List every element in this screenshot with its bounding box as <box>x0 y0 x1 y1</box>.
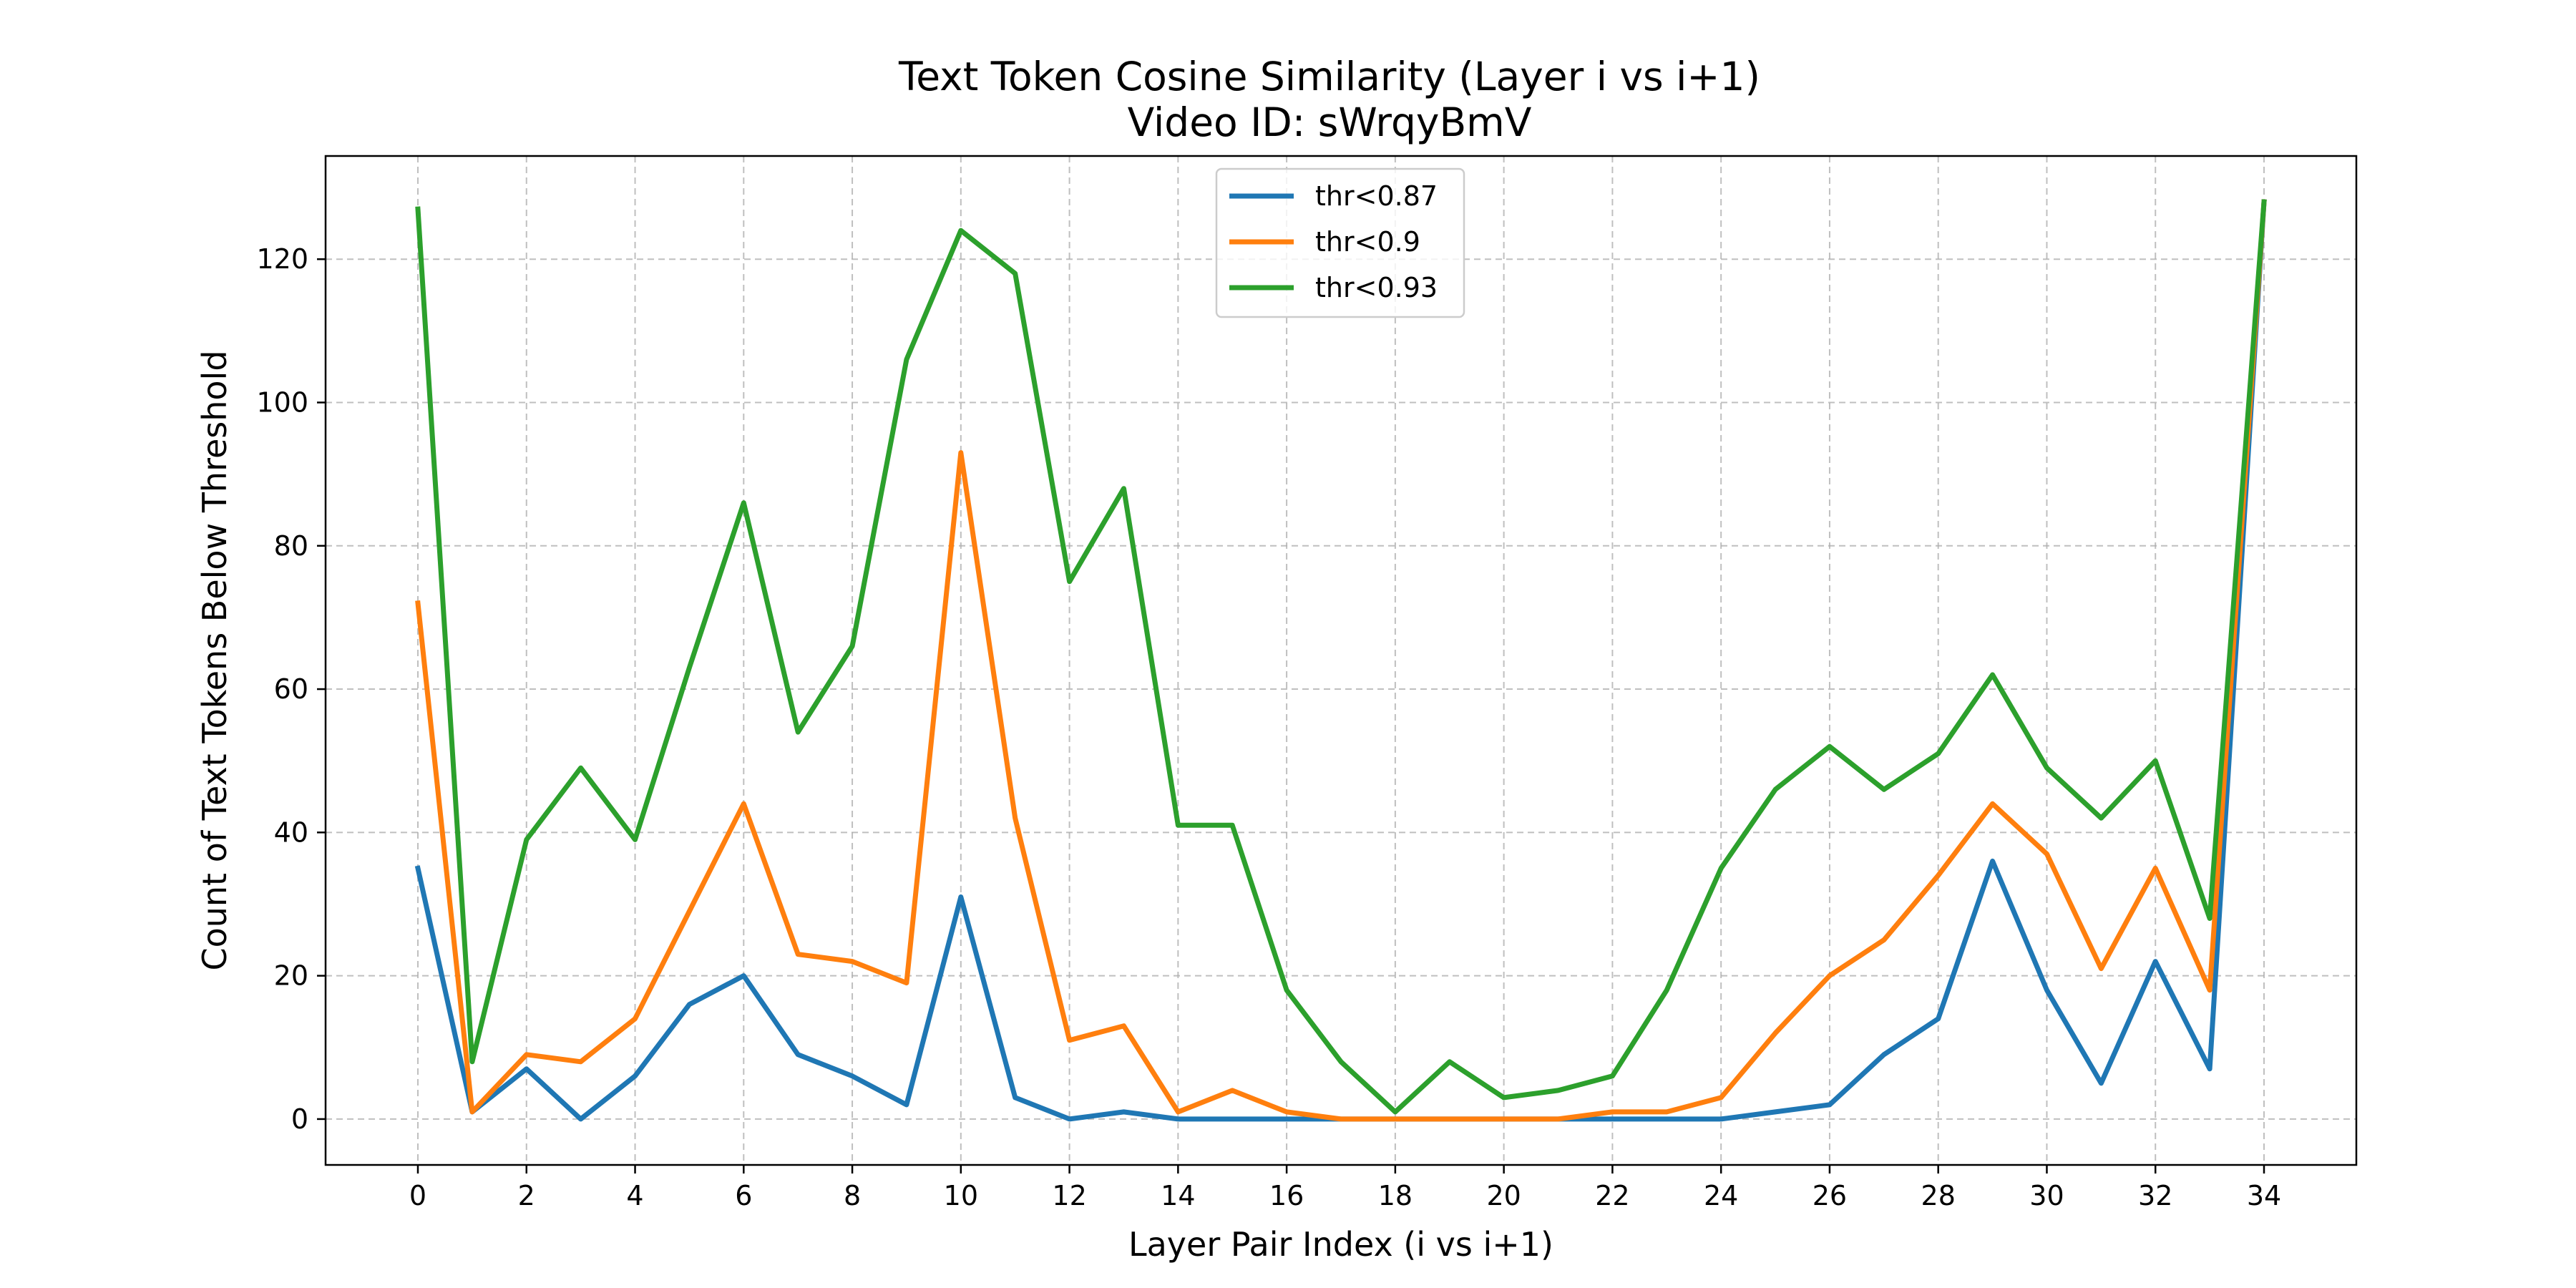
legend-label: thr<0.9 <box>1315 226 1420 258</box>
y-tick-label: 80 <box>274 530 308 562</box>
y-axis-label: Count of Text Tokens Below Threshold <box>195 350 234 970</box>
series-line-2 <box>415 199 2267 1122</box>
x-tick-label: 10 <box>944 1180 978 1211</box>
x-tick-label: 28 <box>1921 1180 1956 1211</box>
legend-label: thr<0.87 <box>1315 180 1438 212</box>
chart-title: Text Token Cosine Similarity (Layer i vs… <box>898 54 1760 99</box>
x-tick-label: 14 <box>1161 1180 1195 1211</box>
x-tick-label: 6 <box>735 1180 752 1211</box>
x-tick-label: 30 <box>2029 1180 2064 1211</box>
y-tick-label: 60 <box>274 673 308 705</box>
axis-ticks: 0 2 4 6 8 10 12 14 16 18 20 22 24 26 28 30 32 34020406080… <box>256 243 2281 1211</box>
y-tick-label: 40 <box>274 816 308 848</box>
chart-subtitle: Video ID: sWrqyBmV <box>1128 99 1532 145</box>
legend-label: thr<0.93 <box>1315 272 1438 303</box>
x-tick-label: 34 <box>2247 1180 2281 1211</box>
x-tick-label: 22 <box>1595 1180 1629 1211</box>
x-tick-label: 18 <box>1378 1180 1413 1211</box>
x-tick-label: 16 <box>1269 1180 1304 1211</box>
x-tick-label: 8 <box>844 1180 861 1211</box>
y-tick-label: 120 <box>256 243 308 275</box>
x-tick-label: 24 <box>1704 1180 1738 1211</box>
x-axis-label: Layer Pair Index (i vs i+1) <box>1128 1225 1553 1264</box>
legend: thr<0.87 thr<0.9 thr<0.93 <box>1215 167 1465 318</box>
plot-frame <box>324 155 2358 1166</box>
grid-lines <box>326 156 2356 1165</box>
x-tick-label: 4 <box>626 1180 643 1211</box>
x-tick-label: 12 <box>1052 1180 1086 1211</box>
series-lines <box>414 199 2267 1122</box>
y-tick-label: 0 <box>291 1103 308 1135</box>
x-tick-label: 0 <box>409 1180 426 1211</box>
x-tick-label: 2 <box>518 1180 535 1211</box>
x-tick-label: 32 <box>2138 1180 2172 1211</box>
x-tick-label: 26 <box>1813 1180 1847 1211</box>
x-tick-label: 20 <box>1486 1180 1521 1211</box>
series-line-3 <box>415 199 2267 1115</box>
legend-box <box>1215 167 1465 318</box>
y-tick-label: 20 <box>274 960 308 992</box>
y-tick-label: 100 <box>256 386 308 418</box>
